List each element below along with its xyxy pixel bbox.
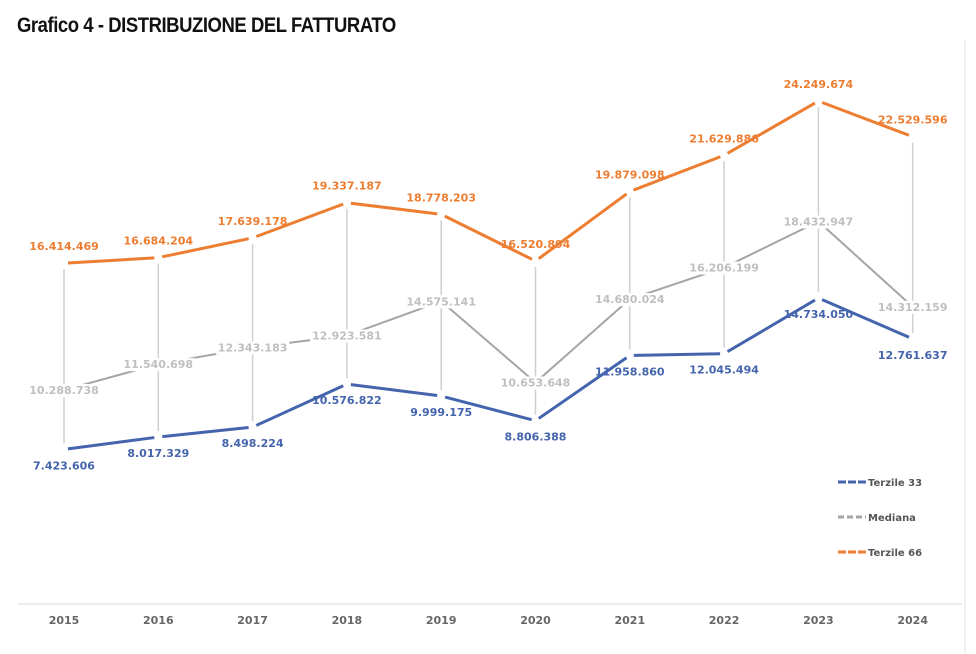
series-segment-terzile-33 (444, 395, 533, 422)
data-label: 12.761.637 (878, 349, 948, 362)
data-label: 8.017.329 (127, 447, 189, 460)
series-segment-mediana (443, 303, 534, 381)
data-label-bg (498, 376, 573, 390)
x-tick-label: 2024 (897, 614, 928, 627)
data-label: 16.414.469 (29, 240, 99, 253)
series-segment-terzile-33 (255, 384, 344, 427)
series-segment-mediana (727, 222, 816, 267)
series-segment-terzile-66 (255, 202, 344, 238)
data-label-bg (310, 329, 384, 343)
data-label: 14.575.141 (406, 295, 476, 308)
x-tick-label: 2020 (520, 614, 551, 627)
data-label: 19.337.187 (312, 180, 382, 193)
series-segment-mediana (820, 223, 911, 305)
data-label: 14.680.024 (595, 293, 665, 306)
x-tick-label: 2022 (709, 614, 740, 627)
data-label: 14.734.050 (784, 308, 854, 321)
series-segment-terzile-33 (633, 352, 721, 357)
data-label: 7.423.606 (33, 459, 95, 472)
series-segment-terzile-66 (350, 201, 438, 216)
data-label: 10.576.822 (312, 394, 382, 407)
data-label: 10.288.738 (29, 384, 99, 397)
series-segment-terzile-66 (537, 192, 628, 260)
data-label: 17.639.178 (218, 215, 288, 228)
series-segment-terzile-66 (161, 237, 249, 259)
x-tick-label: 2018 (332, 614, 363, 627)
data-label: 12.923.581 (312, 330, 382, 343)
chart-title: Grafico 4 - DISTRIBUZIONE DEL FATTURATO (17, 14, 396, 37)
data-label: 18.778.203 (406, 191, 476, 204)
data-label: 16.684.204 (124, 235, 194, 248)
series-segment-terzile-33 (537, 356, 628, 420)
data-label: 18.432.947 (784, 215, 854, 228)
x-tick-label: 2016 (143, 614, 174, 627)
series-segment-terzile-33 (726, 298, 816, 353)
data-label-bg (781, 215, 856, 229)
x-tick-label: 2015 (49, 614, 80, 627)
data-label-bg (121, 358, 196, 372)
data-label: 21.629.886 (689, 132, 759, 145)
x-tick-label: 2021 (614, 614, 645, 627)
data-label-bg (687, 261, 761, 275)
data-label-bg (875, 300, 950, 314)
data-label: 16.520.894 (501, 238, 571, 251)
series-segment-terzile-33 (350, 383, 438, 398)
data-label: 12.343.183 (218, 342, 288, 355)
data-label: 11.958.860 (595, 365, 665, 378)
data-label-bg (215, 341, 290, 355)
data-label-bg (404, 295, 478, 309)
data-label: 19.879.098 (595, 169, 665, 182)
legend-label: Terzile 33 (868, 478, 922, 489)
series-segment-terzile-66 (821, 101, 910, 137)
data-label: 12.045.494 (689, 364, 759, 377)
data-label: 9.999.175 (410, 406, 472, 419)
legend-label: Terzile 66 (868, 548, 922, 559)
data-label: 10.653.648 (501, 376, 571, 389)
data-label: 14.312.159 (878, 301, 948, 314)
data-label: 24.249.674 (784, 78, 854, 91)
data-label-bg (593, 293, 667, 307)
x-tick-label: 2017 (237, 614, 268, 627)
series-segment-terzile-33 (67, 436, 155, 451)
legend-label: Mediana (868, 513, 916, 524)
series-segment-terzile-66 (726, 101, 816, 155)
data-label: 22.529.596 (878, 114, 948, 127)
data-label-bg (27, 384, 101, 398)
series-segment-mediana (537, 301, 628, 381)
data-label: 16.206.199 (689, 262, 759, 275)
series-segment-terzile-33 (821, 298, 910, 339)
series-segment-terzile-66 (632, 155, 721, 192)
data-label: 8.498.224 (222, 437, 284, 450)
x-tick-label: 2019 (426, 614, 457, 627)
series-segment-terzile-66 (67, 256, 155, 265)
series-segment-terzile-33 (162, 426, 249, 439)
x-tick-label: 2023 (803, 614, 834, 627)
series-segment-terzile-66 (444, 214, 533, 261)
data-label: 8.806.388 (505, 431, 567, 444)
data-label: 11.540.698 (124, 358, 194, 371)
